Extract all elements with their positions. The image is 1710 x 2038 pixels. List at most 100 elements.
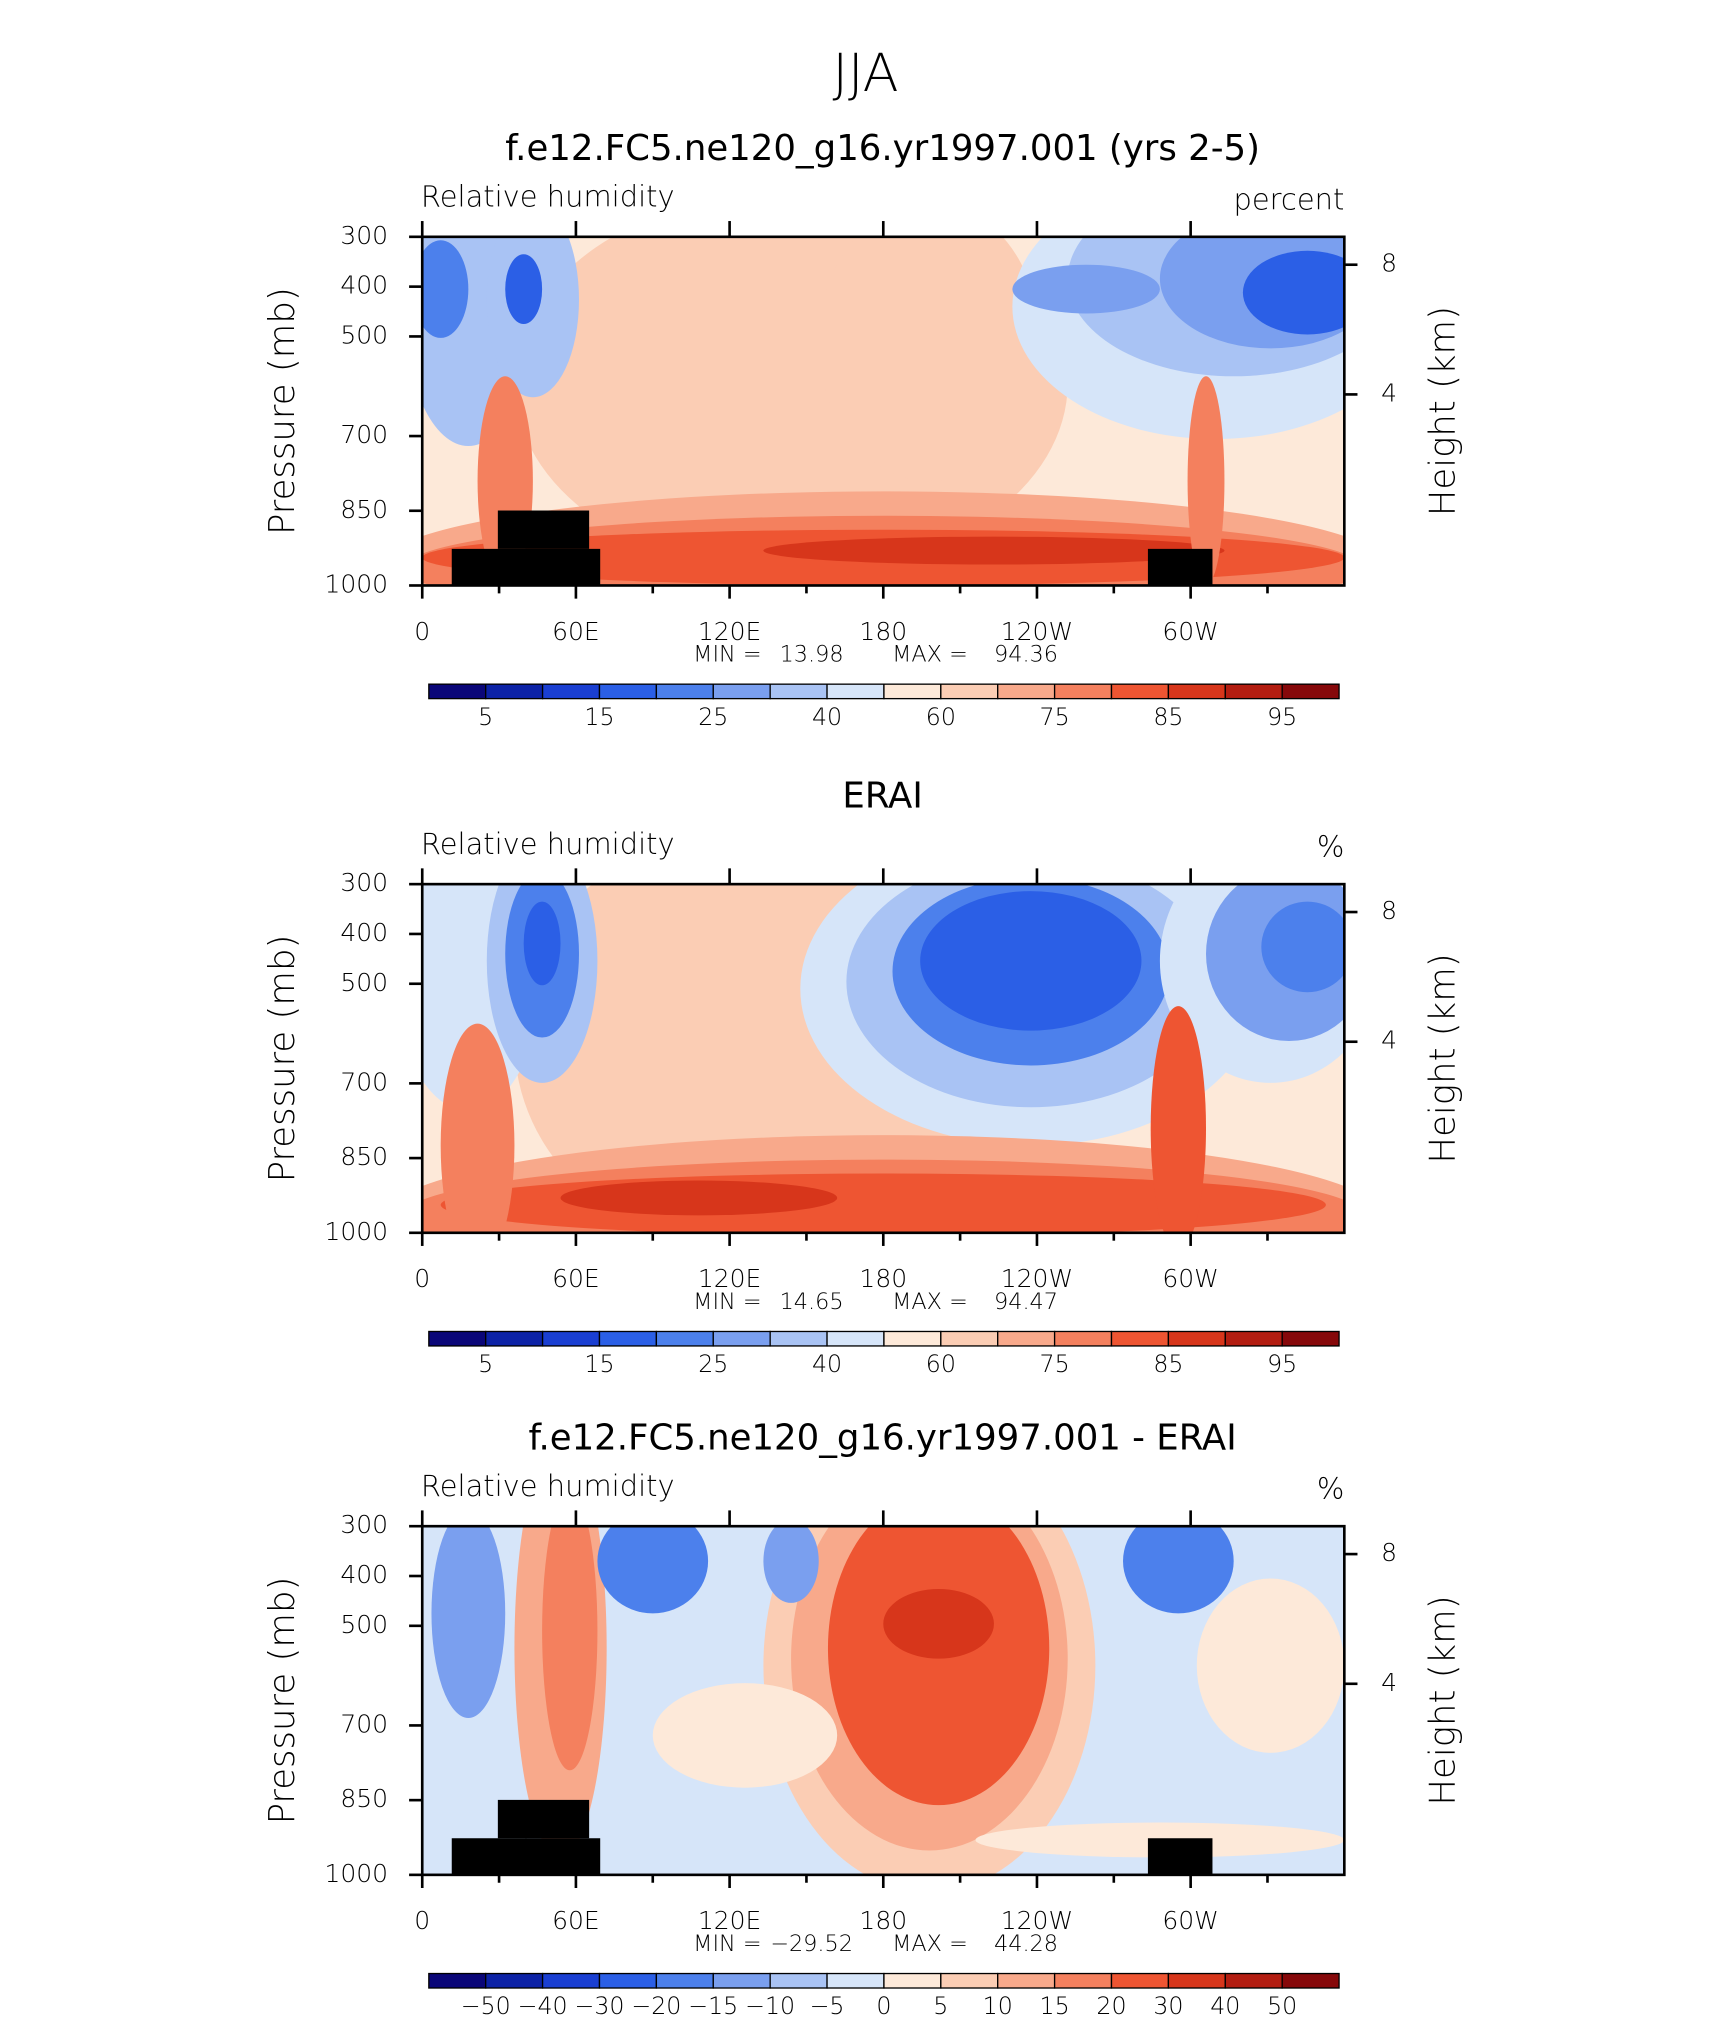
contour-fill (763, 536, 1225, 565)
x-tick-label: 120E (698, 617, 761, 646)
colorbar-box (598, 1330, 658, 1347)
y-tick-label: 400 (340, 918, 388, 947)
right-label: percent (1233, 182, 1344, 216)
left-label: Relative humidity (421, 1469, 675, 1503)
stat-text: MAX = (892, 1289, 968, 1315)
contour-fill (1187, 376, 1225, 586)
x-tick-label: 120W (1001, 1906, 1073, 1935)
colorbar-label: 25 (698, 703, 728, 731)
x-tick-label: 120E (698, 1906, 761, 1935)
contour-fill (505, 254, 543, 324)
y-tick-label: 300 (340, 868, 388, 897)
colorbar-box (1281, 1330, 1340, 1347)
colorbar-box (1110, 1972, 1170, 1989)
y-tick-label: 400 (340, 271, 388, 300)
colorbar-box (883, 683, 942, 700)
colorbar-label: 40 (812, 703, 842, 731)
y-tick-label: 500 (340, 1610, 388, 1639)
colorbar-box (769, 1972, 828, 1989)
colorbar-box (428, 1330, 487, 1347)
colorbar-box (712, 1330, 771, 1347)
contour-fill (1123, 1526, 1234, 1614)
y2-tick-label: 8 (1381, 1538, 1397, 1567)
stat-text: 13.98 (780, 642, 844, 668)
contour-fill (440, 1023, 515, 1233)
contour-field (422, 1526, 1345, 1875)
colorbar-label: 60 (926, 1350, 956, 1378)
colorbar-box (712, 683, 771, 700)
colorbar-box (1167, 683, 1226, 700)
x-tick-label: 60E (552, 617, 600, 646)
x-tick-label: 180 (859, 1906, 907, 1935)
colorbar-label: 40 (812, 1350, 842, 1378)
colorbar-box (940, 683, 999, 700)
y-tick-label: 300 (340, 1510, 388, 1539)
colorbar-box (826, 1330, 885, 1347)
right-label: % (1317, 830, 1344, 864)
terrain (525, 1838, 601, 1875)
colorbar-box (1224, 1330, 1283, 1347)
colorbar-box (940, 1972, 999, 1989)
y-tick-label: 850 (340, 1142, 388, 1171)
y-tick-label: 500 (340, 320, 388, 349)
stat-text: MAX = (892, 642, 968, 668)
contour-field (422, 236, 1345, 586)
colorbar-label: 75 (1040, 1350, 1070, 1378)
colorbar-label: 75 (1040, 703, 1070, 731)
contour-fill (763, 1526, 819, 1603)
contour-fill (1196, 1578, 1345, 1753)
colorbar-label: 95 (1267, 1350, 1297, 1378)
panel-title: ERAI (842, 775, 922, 816)
colorbar-box (655, 1972, 714, 1989)
colorbar-box (826, 683, 885, 700)
colorbar-label: 15 (1040, 1992, 1070, 2020)
y-axis-label: Pressure (mb) (262, 935, 303, 1183)
colorbar-label: 5 (478, 703, 493, 731)
colorbar-box (655, 1330, 714, 1347)
right-label: % (1317, 1472, 1344, 1506)
colorbar-box (541, 1972, 601, 1989)
x-tick-label: 180 (859, 1264, 907, 1293)
colorbar-label: −40 (518, 1992, 568, 2020)
x-tick-label: 60W (1162, 1264, 1218, 1293)
stat-text: −29.52 (770, 1931, 853, 1957)
colorbar-box (1281, 1972, 1340, 1989)
terrain (451, 548, 527, 586)
colorbar-box (428, 1972, 487, 1989)
left-label: Relative humidity (421, 180, 675, 214)
colorbar-box (1110, 683, 1170, 700)
colorbar-box (1110, 1330, 1170, 1347)
colorbar-box (997, 1330, 1056, 1347)
colorbar-label: −15 (688, 1992, 738, 2020)
colorbar-box (940, 1330, 999, 1347)
contour-fill (422, 240, 469, 338)
x-tick-label: 60E (552, 1264, 600, 1293)
contour-fill (1012, 264, 1160, 314)
stat-text: MIN = (693, 642, 761, 668)
colorbar-label: 30 (1153, 1992, 1183, 2020)
y-axis-label: Pressure (mb) (262, 1577, 303, 1825)
colorbar-box (1224, 683, 1283, 700)
colorbar-box (1053, 1330, 1113, 1347)
colorbar-box (883, 1330, 942, 1347)
contour-fill (1150, 1006, 1207, 1233)
y-tick-label: 400 (340, 1560, 388, 1589)
y2-axis-label: Height (km) (1422, 306, 1463, 516)
stat-text: 94.47 (994, 1289, 1058, 1315)
contour-field (422, 884, 1345, 1233)
x-tick-label: 120E (698, 1264, 761, 1293)
stat-text: MIN = (693, 1931, 761, 1957)
colorbar-box (1167, 1972, 1226, 1989)
y2-tick-label: 4 (1381, 1668, 1397, 1697)
x-tick-label: 120W (1001, 617, 1073, 646)
colorbar-label: 40 (1210, 1992, 1240, 2020)
y2-tick-label: 4 (1381, 378, 1397, 407)
stat-text: 44.28 (994, 1931, 1058, 1957)
y2-tick-label: 8 (1381, 249, 1397, 278)
left-label: Relative humidity (421, 827, 675, 861)
contour-fill (883, 1588, 994, 1659)
contour-fill (652, 1683, 838, 1788)
contour-fill (827, 1526, 1050, 1806)
